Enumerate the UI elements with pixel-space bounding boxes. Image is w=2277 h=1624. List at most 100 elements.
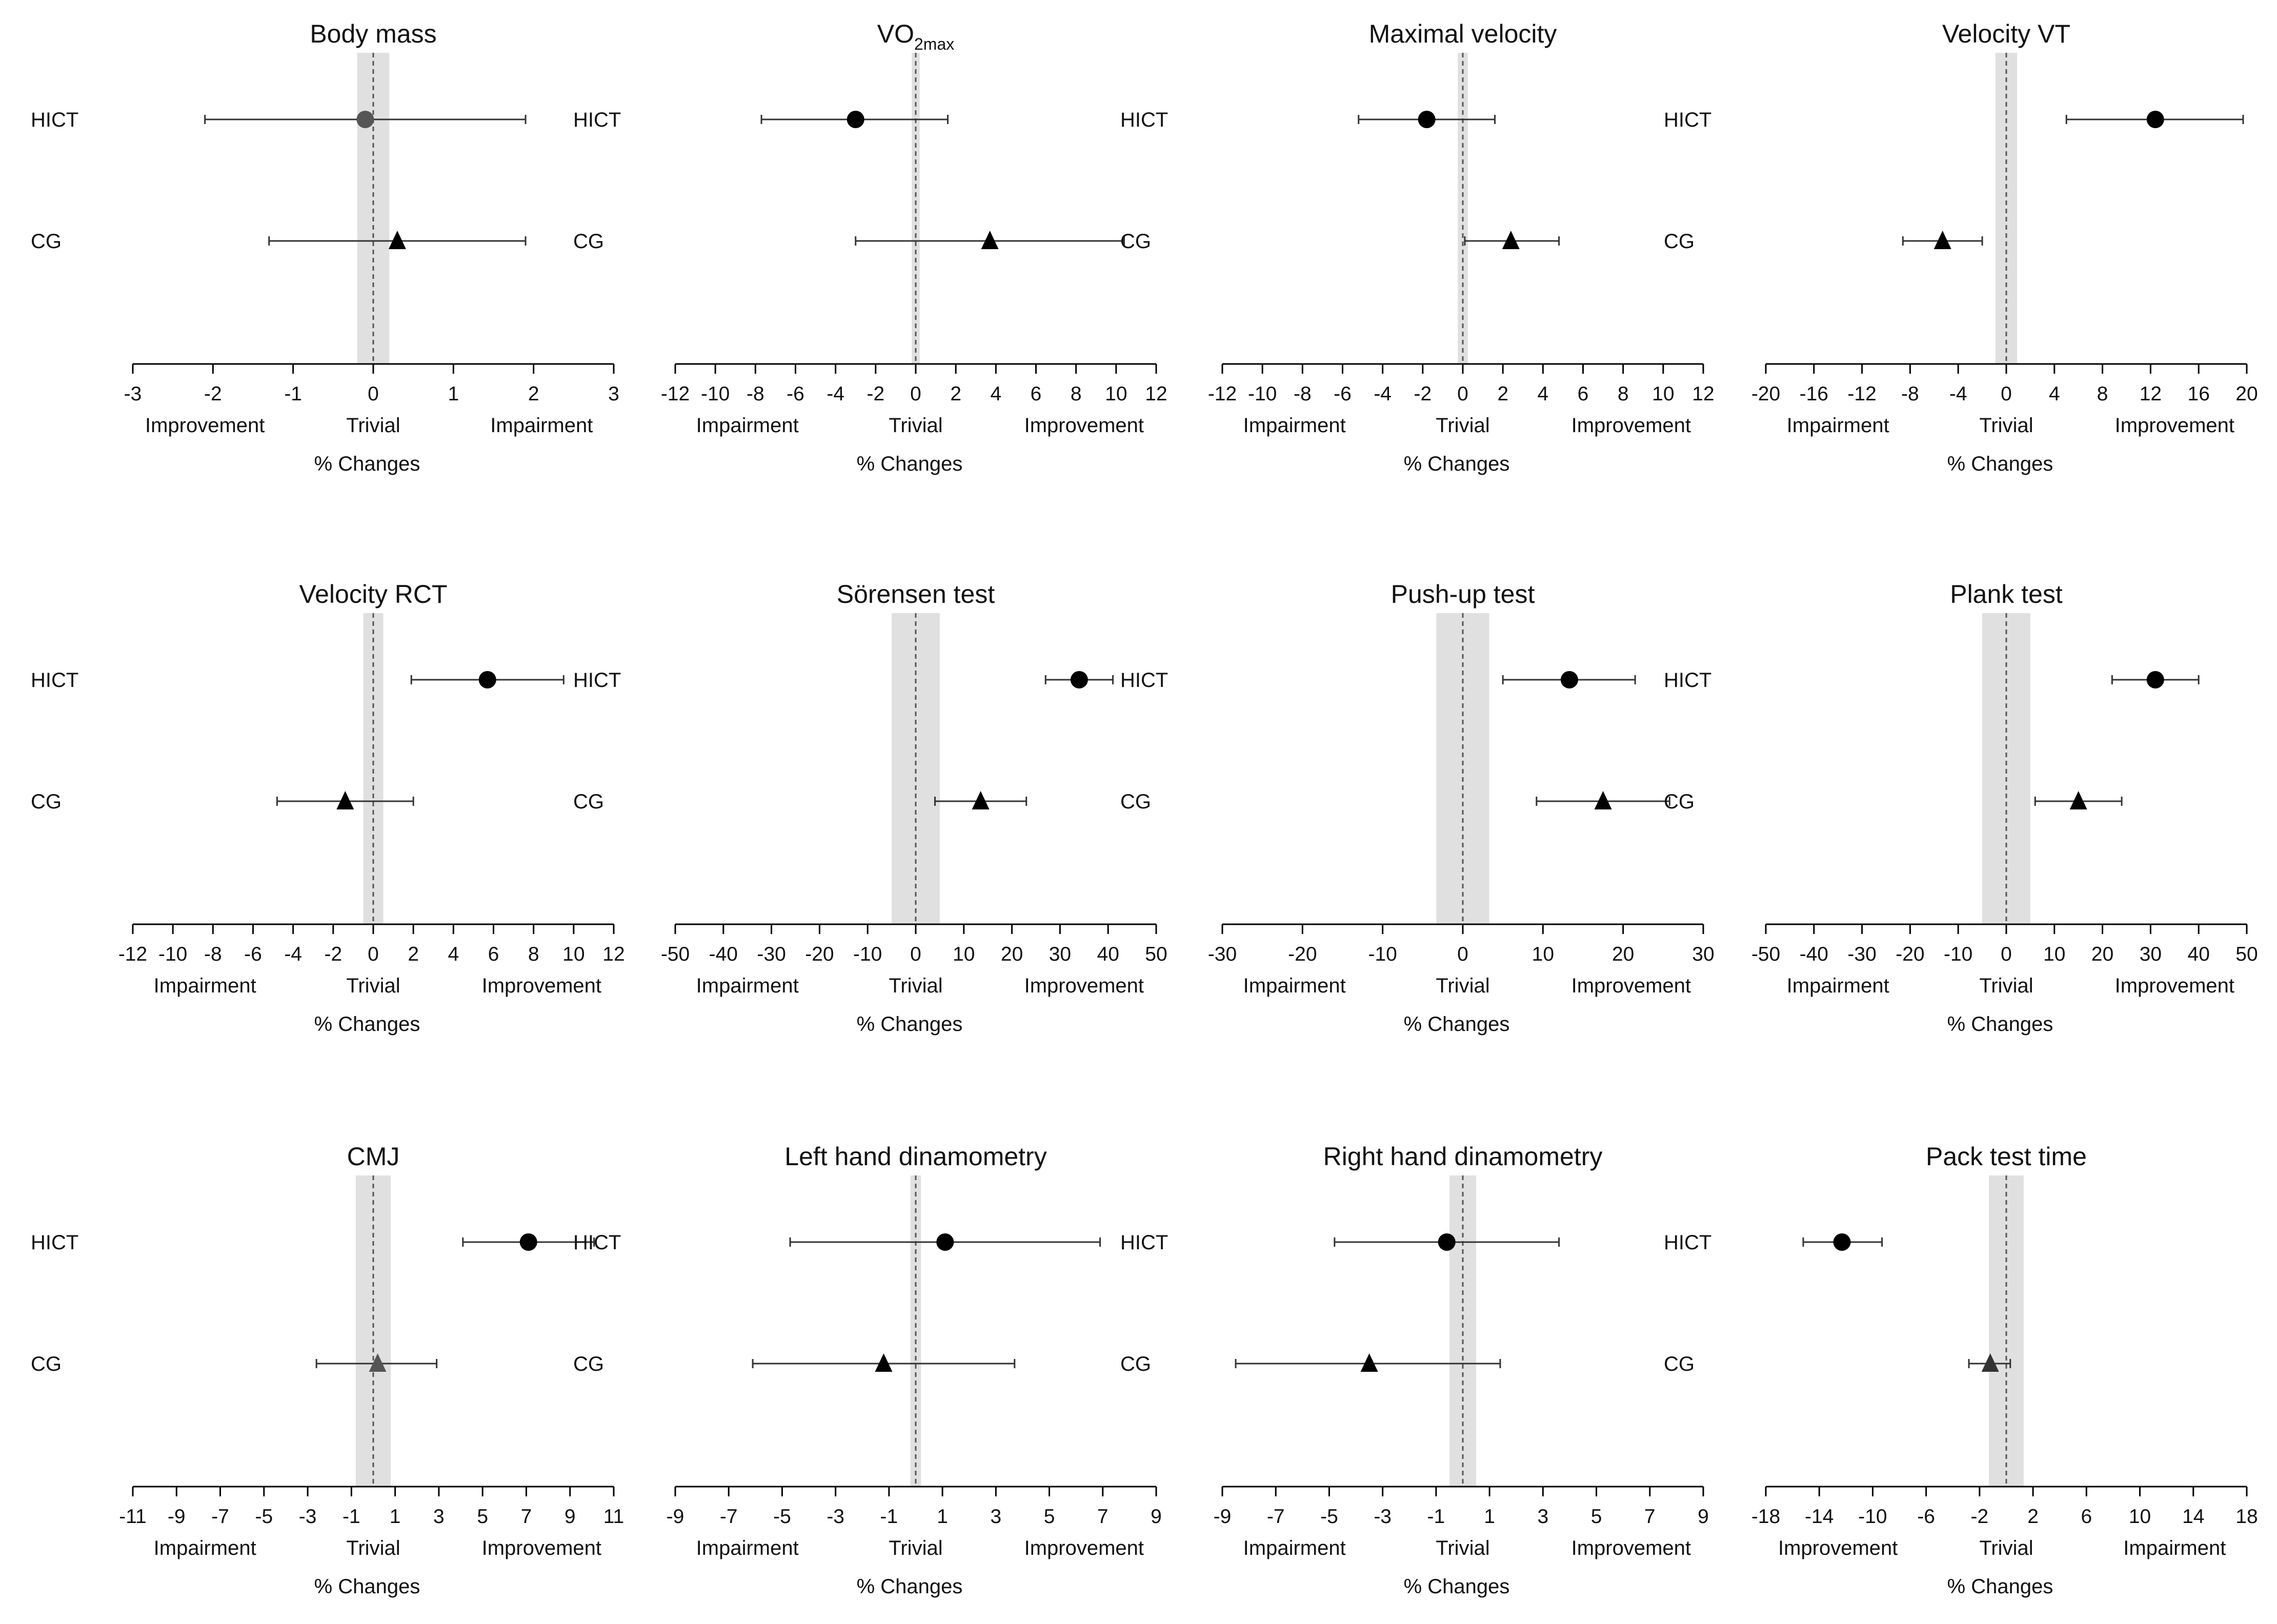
x-tick-label: -20 [1896,943,1924,965]
x-tick-label: -4 [284,943,302,965]
x-tick-label: -3 [1374,1506,1392,1528]
chart-title: Velocity VT [1942,19,2070,48]
x-tick-label: 5 [1044,1506,1055,1528]
chart-title-main: Maximal velocity [1369,19,1557,48]
region-label-left: Impairment [696,414,799,437]
chart-title-main: VO [877,19,914,48]
x-tick-label: 4 [1537,383,1548,405]
chart-title-main: Plank test [1950,580,2063,608]
x-tick-label: -3 [124,383,142,405]
x-tick-label: -5 [773,1506,791,1528]
region-label-trivial: Trivial [1979,1537,2033,1559]
x-tick-label: 20 [1612,943,1634,965]
mean-marker-circle [1070,671,1088,688]
x-tick-label: 20 [2235,383,2258,405]
x-tick-label: 8 [528,943,539,965]
x-tick-label: -12 [1847,383,1876,405]
chart-title-main: Push-up test [1391,580,1535,608]
x-tick-label: 7 [521,1506,532,1528]
region-label-trivial: Trivial [1436,414,1489,437]
mean-marker-triangle [972,791,990,809]
mean-marker-circle [2146,671,2164,688]
region-label-right: Improvement [2115,414,2234,437]
x-tick-label: 8 [1618,383,1629,405]
x-tick-label: -2 [1414,383,1432,405]
group-label: HICT [573,1231,621,1254]
x-tick-label: -12 [118,943,147,965]
region-label-right: Improvement [1024,414,1144,437]
x-axis-label: % Changes [857,1013,963,1036]
group-label: HICT [573,669,621,692]
chart-panel: Velocity RCT HICT CG -12 -10 -8 -6 -4 -2 0 2 4 6 8 10 1… [31,580,625,1036]
x-tick-label: 1 [1484,1506,1495,1528]
chart-title: Velocity RCT [299,580,448,608]
group-label: CG [1664,1353,1695,1375]
region-label-left: Improvement [145,414,265,437]
group-label: HICT [1120,669,1168,692]
x-tick-label: -5 [255,1506,273,1528]
x-tick-label: 0 [910,943,921,965]
mean-marker-circle [936,1233,954,1251]
trivial-band [910,1175,921,1487]
group-label: HICT [31,669,78,692]
x-tick-label: -30 [1847,943,1876,965]
region-label-left: Impairment [696,1537,799,1559]
x-tick-label: -20 [805,943,834,965]
region-label-right: Impairment [490,414,593,437]
x-tick-label: 12 [602,943,624,965]
x-tick-label: -11 [119,1506,146,1528]
x-tick-label: -6 [787,383,804,405]
x-tick-label: -2 [204,383,222,405]
x-axis-label: % Changes [1404,1575,1510,1598]
x-tick-label: -40 [709,943,738,965]
region-label-left: Impairment [1787,975,1889,997]
x-tick-label: -8 [1294,383,1312,405]
region-label-trivial: Trivial [346,1537,400,1559]
x-tick-label: -50 [1751,943,1780,965]
x-tick-label: 50 [2235,943,2258,965]
x-tick-label: 18 [2235,1506,2258,1528]
chart-panel: Push-up test HICT CG -30 -20 -10 0 10 20 30 Impair… [1120,580,1715,1036]
x-tick-label: -8 [747,383,764,405]
x-tick-label: -10 [1858,1506,1887,1528]
x-tick-label: -12 [661,383,690,405]
x-tick-label: 10 [1652,383,1674,405]
x-tick-label: 3 [990,1506,1001,1528]
chart-title-main: Velocity RCT [299,580,448,608]
x-tick-label: -12 [1208,383,1237,405]
x-tick-label: -1 [342,1506,360,1528]
x-tick-label: -8 [1901,383,1919,405]
region-label-left: Impairment [1243,1537,1346,1559]
region-label-right: Improvement [1571,1537,1691,1559]
x-tick-label: -16 [1800,383,1828,405]
mean-marker-circle [847,111,864,128]
x-tick-label: 30 [1692,943,1714,965]
x-tick-label: -9 [667,1506,684,1528]
chart-title: Maximal velocity [1369,19,1557,48]
x-tick-label: 0 [1457,383,1468,405]
region-label-left: Impairment [696,975,799,997]
chart-title-main: CMJ [347,1142,400,1171]
trivial-band [1458,53,1468,364]
x-tick-label: -30 [1208,943,1237,965]
chart-panel: VO2max HICT CG -12 -10 -8 -6 -4 -2 0 2 4 6 8 10 12 Impai… [573,19,1167,475]
x-tick-label: 4 [2049,383,2060,405]
chart-panel: Body mass HICT CG -3 -2 -1 0 1 2 3 Improvement Triv… [31,19,619,475]
region-label-trivial: Trivial [889,975,942,997]
x-tick-label: 0 [368,943,379,965]
x-tick-label: -7 [1267,1506,1285,1528]
mean-marker-triangle [388,231,406,249]
region-label-left: Impairment [154,975,256,997]
mean-marker-circle [1418,111,1436,128]
x-tick-label: 20 [2091,943,2113,965]
group-label: HICT [1664,109,1711,131]
group-label: CG [1120,230,1151,253]
chart-title-main: Velocity VT [1942,19,2070,48]
x-tick-label: 0 [910,383,921,405]
x-axis-label: % Changes [1947,1013,2053,1036]
chart-title: Pack test time [1926,1142,2087,1171]
x-axis-label: % Changes [314,1575,420,1598]
x-axis-label: % Changes [857,1575,963,1598]
